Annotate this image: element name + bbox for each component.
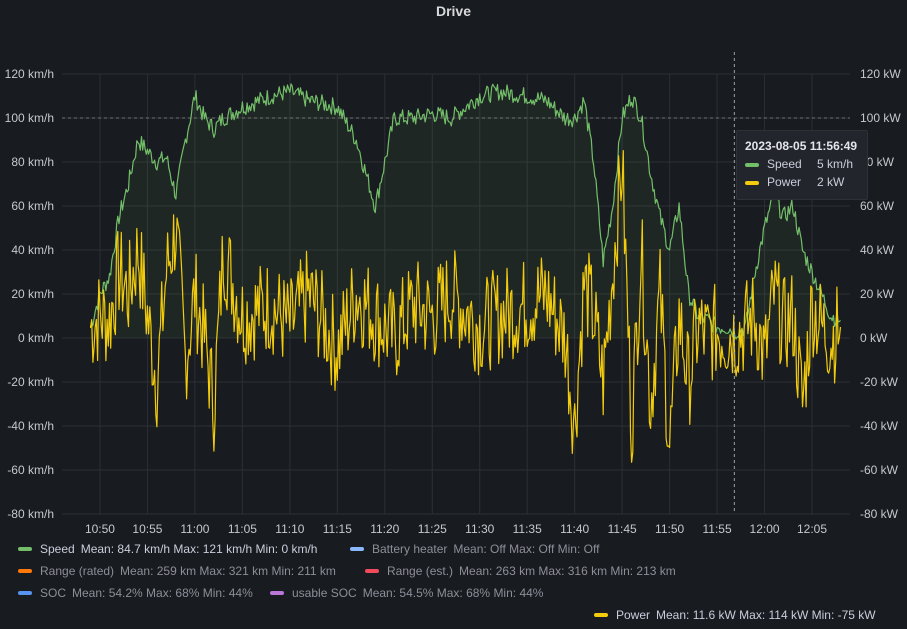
speed-area <box>90 83 841 340</box>
y-tick-left: 40 km/h <box>11 243 54 257</box>
x-tick: 11:25 <box>418 522 447 536</box>
x-axis: 10:50 10:55 11:00 11:05 11:10 11:15 11:20 11:25… <box>85 522 827 536</box>
x-tick: 11:40 <box>560 522 589 536</box>
tooltip-row-speed: Speed 5 km/h <box>745 157 853 171</box>
legend-item-speed[interactable]: Speed Mean: 84.7 km/h Max: 121 km/h Min: … <box>18 542 317 556</box>
x-tick: 11:35 <box>513 522 542 536</box>
x-tick: 10:55 <box>132 522 162 536</box>
legend-item-range-rated[interactable]: Range (rated) Mean: 259 km Max: 321 km Mi… <box>18 564 336 578</box>
speed-swatch <box>745 162 759 167</box>
tooltip-power-name: Power <box>767 175 802 189</box>
y-tick-right: 0 kW <box>860 331 888 345</box>
y-tick-right: 40 kW <box>860 243 895 257</box>
legend-stats: Mean: 259 km Max: 321 km Min: 211 km <box>120 564 336 578</box>
legend-stats: Mean: 263 km Max: 316 km Min: 213 km <box>459 564 676 578</box>
tooltip-speed-value: 5 km/h <box>817 157 854 171</box>
legend-row-2: Range (rated) Mean: 259 km Max: 321 km Mi… <box>0 560 907 582</box>
chart-area[interactable]: 120 km/h 100 km/h 80 km/h 60 km/h 40 km/h 20 … <box>0 0 907 540</box>
y-axis-left: 120 km/h 100 km/h 80 km/h 60 km/h 40 km/h 20 … <box>5 67 54 521</box>
power-swatch <box>745 180 759 185</box>
y-tick-right: -60 kW <box>860 463 899 477</box>
legend-swatch-usable-soc <box>270 590 284 595</box>
y-tick-left: 60 km/h <box>11 199 54 213</box>
legend-item-range-est[interactable]: Range (est.) Mean: 263 km Max: 316 km Min… <box>365 564 676 578</box>
legend-stats: Mean: 54.5% Max: 68% Min: 44% <box>362 586 544 600</box>
y-tick-right: 100 kW <box>860 111 901 125</box>
y-tick-left: 120 km/h <box>5 67 54 81</box>
legend-stats: Mean: 11.6 kW Max: 114 kW Min: -75 kW <box>656 608 876 622</box>
y-tick-right: -20 kW <box>860 375 899 389</box>
y-tick-left: -20 km/h <box>7 375 54 389</box>
legend-name: usable SOC <box>292 586 357 600</box>
y-tick-left: -60 km/h <box>7 463 54 477</box>
legend-swatch-range-est <box>365 568 379 573</box>
y-tick-right: 20 kW <box>860 287 895 301</box>
tooltip-row-power: Power 2 kW <box>745 175 844 189</box>
legend-row-3: SOC Mean: 54.2% Max: 68% Min: 44% usable … <box>0 582 907 604</box>
x-tick: 11:00 <box>180 522 209 536</box>
x-tick: 10:50 <box>85 522 115 536</box>
x-tick: 11:05 <box>228 522 257 536</box>
y-tick-left: 100 km/h <box>5 111 54 125</box>
legend-name: Range (est.) <box>387 564 454 578</box>
x-tick: 11:20 <box>370 522 399 536</box>
series-layer <box>89 83 842 463</box>
legend-item-battery-heater[interactable]: Battery heater Mean: Off Max: Off Min: Of… <box>350 542 599 556</box>
y-tick-right: 60 kW <box>860 199 895 213</box>
legend-name: Power <box>616 608 651 622</box>
y-tick-right: -80 kW <box>860 507 899 521</box>
y-axis-right: 120 kW 100 kW 80 kW 60 kW 40 kW 20 kW 0 kW -20 … <box>860 67 901 521</box>
y-tick-right: -40 kW <box>860 419 899 433</box>
x-tick: 12:00 <box>750 522 780 536</box>
x-tick: 11:15 <box>323 522 352 536</box>
legend-name: Speed <box>40 542 75 556</box>
y-tick-right: 80 kW <box>860 155 895 169</box>
y-tick-right: 120 kW <box>860 67 901 81</box>
y-tick-left: 20 km/h <box>11 287 54 301</box>
legend-item-soc[interactable]: SOC Mean: 54.2% Max: 68% Min: 44% <box>18 586 253 600</box>
y-tick-left: -40 km/h <box>7 419 54 433</box>
legend-swatch-range-rated <box>18 568 32 573</box>
legend-name: Battery heater <box>372 542 448 556</box>
hover-tooltip: 2023-08-05 11:56:49 Speed 5 km/h Power 2… <box>736 130 868 200</box>
legend-row-4: Power Mean: 11.6 kW Max: 114 kW Min: -75 … <box>0 604 907 626</box>
legend-swatch-speed <box>18 546 32 551</box>
legend-name: Range (rated) <box>40 564 115 578</box>
legend-stats: Mean: 84.7 km/h Max: 121 km/h Min: 0 km/… <box>80 542 318 556</box>
legend-stats: Mean: 54.2% Max: 68% Min: 44% <box>72 586 253 600</box>
tooltip-power-value: 2 kW <box>817 175 845 189</box>
legend-item-usable-soc[interactable]: usable SOC Mean: 54.5% Max: 68% Min: 44% <box>270 586 543 600</box>
x-tick: 11:10 <box>275 522 304 536</box>
legend-swatch-soc <box>18 590 32 595</box>
x-tick: 11:55 <box>703 522 732 536</box>
x-tick: 11:50 <box>655 522 684 536</box>
panel-title[interactable]: Drive <box>435 3 472 19</box>
x-tick: 12:05 <box>797 522 827 536</box>
y-tick-left: -80 km/h <box>7 507 54 521</box>
tooltip-speed-name: Speed <box>767 157 802 171</box>
legend-name: SOC <box>40 586 67 600</box>
legend-stats: Mean: Off Max: Off Min: Off <box>453 542 600 556</box>
legend-row-1: Speed Mean: 84.7 km/h Max: 121 km/h Min: … <box>0 538 907 560</box>
x-tick: 11:45 <box>608 522 637 536</box>
legend-swatch-power <box>594 612 608 617</box>
grid-lines <box>62 73 850 515</box>
y-tick-left: 80 km/h <box>11 155 54 169</box>
legend-item-power[interactable]: Power Mean: 11.6 kW Max: 114 kW Min: -75 … <box>594 608 876 622</box>
tooltip-time: 2023-08-05 11:56:49 <box>745 139 858 153</box>
legend-swatch-battery-heater <box>350 546 364 551</box>
power-line <box>89 150 842 463</box>
y-tick-left: 0 km/h <box>18 331 54 345</box>
x-tick: 11:30 <box>465 522 494 536</box>
